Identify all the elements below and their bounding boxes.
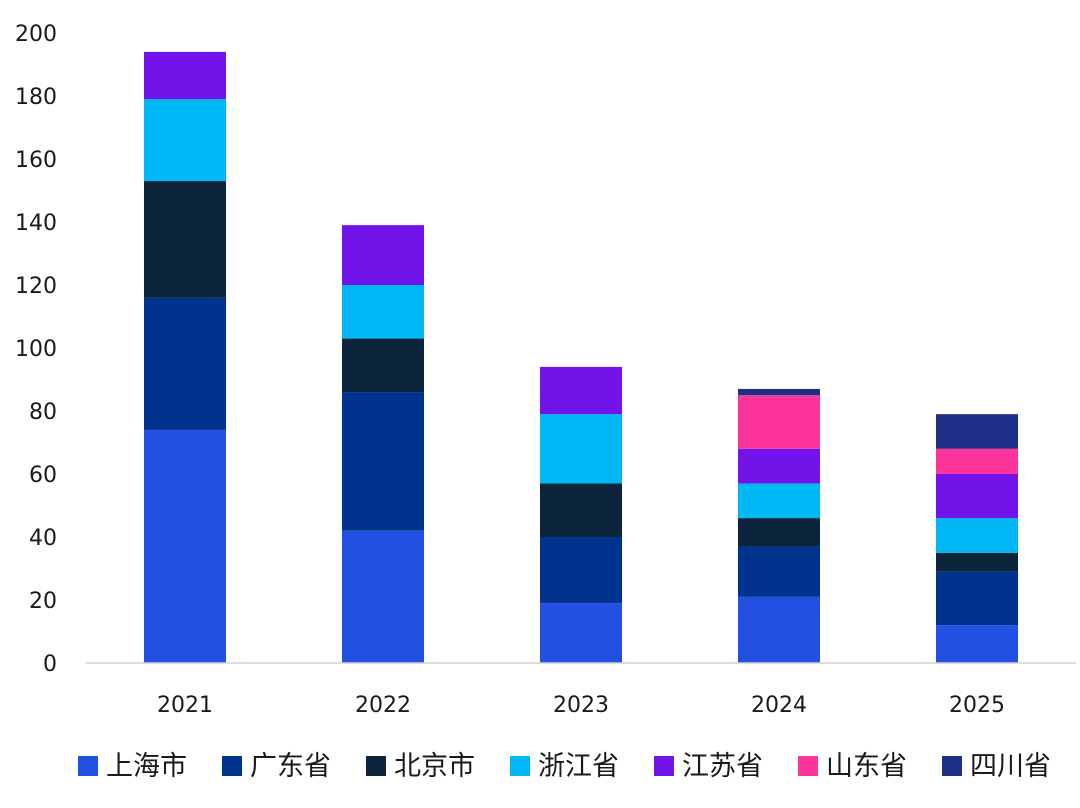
legend-label: 广东省 <box>250 751 331 782</box>
x-tick-label: 2022 <box>355 693 411 718</box>
bar-segment <box>540 603 622 663</box>
bar-segment <box>540 483 622 537</box>
bar-segment <box>936 552 1018 572</box>
bar-segment <box>738 448 820 484</box>
y-tick-label: 20 <box>29 589 57 614</box>
bar-segment <box>144 429 226 663</box>
y-tick-label: 140 <box>15 211 57 236</box>
legend-label: 北京市 <box>394 751 475 782</box>
x-tick-label: 2024 <box>751 693 807 718</box>
legend-swatch <box>654 756 674 776</box>
y-tick-label: 100 <box>15 337 57 362</box>
bars <box>144 51 1018 663</box>
bar-segment <box>342 285 424 339</box>
bar-segment <box>936 474 1018 519</box>
bar-segment <box>936 518 1018 553</box>
x-tick-label: 2023 <box>553 693 609 718</box>
bar-segment <box>738 546 820 597</box>
legend-swatch <box>798 756 818 776</box>
bar-segment <box>342 225 424 285</box>
legend-swatch <box>222 756 242 776</box>
legend-label: 四川省 <box>970 751 1051 782</box>
bar-segment <box>540 366 622 415</box>
bar-segment <box>144 51 226 100</box>
bar-segment <box>738 596 820 663</box>
y-tick-label: 0 <box>43 652 57 677</box>
legend-swatch <box>366 756 386 776</box>
bar-segment <box>540 537 622 604</box>
y-tick-label: 120 <box>15 274 57 299</box>
bar-segment <box>738 388 820 396</box>
y-tick-label: 80 <box>29 400 57 425</box>
bar-segment <box>342 392 424 531</box>
y-axis-ticks: 0 20 40 60 80 100 120 140 160 180 200 <box>15 22 57 677</box>
x-axis-ticks: 2021 2022 2023 2024 2025 <box>157 693 1005 718</box>
legend-swatch <box>510 756 530 776</box>
legend-label: 浙江省 <box>538 751 619 782</box>
legend-swatch <box>942 756 962 776</box>
bar-segment <box>144 181 226 298</box>
y-tick-label: 60 <box>29 463 57 488</box>
legend-label: 上海市 <box>106 751 187 782</box>
y-tick-label: 180 <box>15 85 57 110</box>
bar-segment <box>738 395 820 449</box>
y-tick-label: 200 <box>15 22 57 47</box>
x-tick-label: 2025 <box>949 693 1005 718</box>
legend-swatch <box>78 756 98 776</box>
legend-label: 江苏省 <box>682 751 763 782</box>
bar-segment <box>738 518 820 547</box>
y-tick-label: 40 <box>29 526 57 551</box>
bar-segment <box>936 625 1018 663</box>
bar-segment <box>540 414 622 484</box>
bar-segment <box>936 571 1018 626</box>
bar-segment <box>144 99 226 182</box>
bar-segment <box>342 338 424 393</box>
legend-label: 山东省 <box>826 751 907 782</box>
bar-segment <box>936 414 1018 449</box>
legend: 上海市 广东省 北京市 浙江省 江苏省 山东省 四川省 <box>78 751 1051 782</box>
bar-segment <box>342 530 424 663</box>
y-tick-label: 160 <box>15 148 57 173</box>
bar-segment <box>144 297 226 430</box>
bar-segment <box>738 483 820 519</box>
bar-segment <box>936 448 1018 474</box>
x-tick-label: 2021 <box>157 693 213 718</box>
